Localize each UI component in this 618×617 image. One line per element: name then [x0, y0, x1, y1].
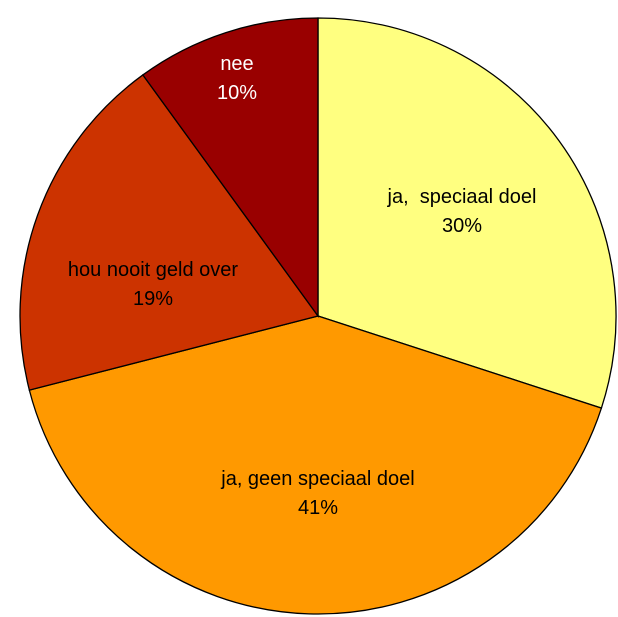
slice-label: ja, speciaal doel 30%: [342, 183, 582, 241]
category-label: hou nooit geld over: [67, 259, 239, 281]
category-label: ja, speciaal doel: [387, 186, 537, 208]
value-label: 41%: [297, 497, 339, 519]
category-label: ja, geen speciaal doel: [221, 468, 415, 490]
value-label: 10%: [216, 82, 258, 104]
slice: [141, 17, 319, 319]
slice-label: hou nooit geld over 19%: [33, 256, 273, 314]
slice-label: ja, geen speciaal doel 41%: [211, 465, 426, 523]
slice-label: nee 10%: [177, 50, 297, 108]
value-label: 30%: [441, 215, 483, 237]
slice: [28, 315, 603, 615]
category-label: nee: [220, 53, 254, 75]
value-label: 19%: [132, 288, 174, 310]
slice: [19, 74, 320, 391]
slice: [317, 17, 617, 409]
